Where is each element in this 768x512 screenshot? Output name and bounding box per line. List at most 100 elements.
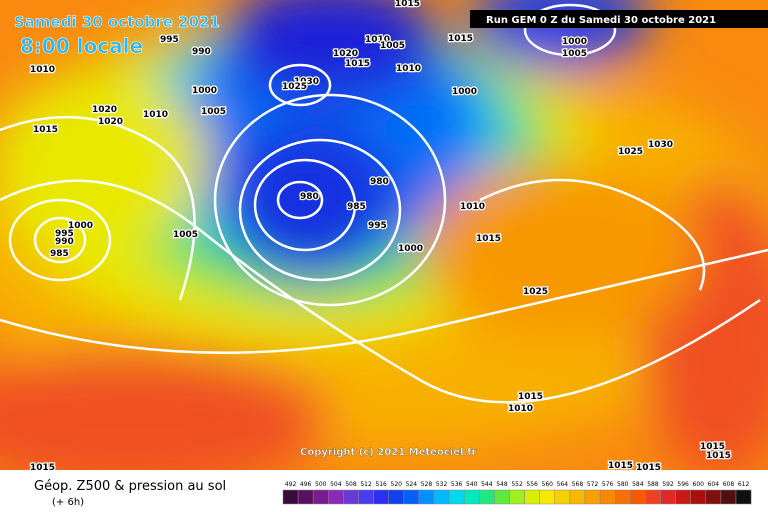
isobar-label: 1015 <box>608 461 633 471</box>
isobar-label: 1005 <box>380 41 405 51</box>
legend-swatch <box>539 489 556 505</box>
isobar-label: 1005 <box>201 107 226 117</box>
isobar-label: 1010 <box>460 202 485 212</box>
isobar-label: 1020 <box>92 105 117 115</box>
isobar-label: 990 <box>192 47 211 57</box>
legend-label: 588 <box>647 481 659 488</box>
isobar-label: 980 <box>300 192 319 202</box>
legend-label: 516 <box>375 481 387 488</box>
legend-label: 508 <box>345 481 357 488</box>
isobar-label: 1015 <box>395 0 420 9</box>
isobar-label: 1015 <box>518 392 543 402</box>
isobar-label: 980 <box>370 177 389 187</box>
isobar-label: 1025 <box>523 287 548 297</box>
isobar-label: 1030 <box>648 140 673 150</box>
copyright: Copyright (c) 2021 Meteociel.fr <box>300 447 477 458</box>
date-label: Samedi 30 octobre 2021 <box>14 13 220 31</box>
legend-label: 556 <box>526 481 538 488</box>
legend-swatch <box>388 489 405 505</box>
isobar-label: 995 <box>55 229 74 239</box>
legend-swatch <box>479 489 495 505</box>
legend-swatch <box>690 489 707 505</box>
legend-label: 604 <box>708 481 720 488</box>
isobar-label: 1010 <box>365 35 390 45</box>
isobar-label: 1015 <box>30 463 55 473</box>
legend-swatch <box>720 489 737 505</box>
legend-label: 572 <box>587 481 599 488</box>
isobar-label: 1025 <box>282 82 307 92</box>
legend-label: 560 <box>542 481 554 488</box>
legend-swatch <box>343 489 359 505</box>
isobar-label: 1020 <box>333 49 358 59</box>
isobar-label: 990 <box>55 237 74 247</box>
legend-label: 544 <box>481 481 493 488</box>
isobar-label: 1020 <box>98 117 123 127</box>
legend-label: 500 <box>315 481 327 488</box>
isobar-label: 1015 <box>706 451 731 461</box>
legend-label: 504 <box>330 481 342 488</box>
isobar-label: 1000 <box>68 221 93 231</box>
isobar-label: 985 <box>347 202 366 212</box>
isobar-label: 1030 <box>294 77 319 87</box>
isobar-label: 1015 <box>448 34 473 44</box>
legend-label: 520 <box>391 481 403 488</box>
legend-swatch <box>358 489 374 505</box>
footer-lead: (+ 6h) <box>52 497 84 508</box>
legend-label: 584 <box>632 481 644 488</box>
legend-label: 612 <box>738 481 750 488</box>
legend-swatch <box>297 489 314 505</box>
legend-label: 528 <box>421 481 433 488</box>
legend-swatch <box>569 489 586 505</box>
legend-swatch <box>614 489 631 505</box>
legend-label: 532 <box>436 481 448 488</box>
legend-swatch <box>630 489 646 505</box>
legend-swatch <box>705 489 722 505</box>
isobar-label: 1010 <box>30 65 55 75</box>
time-label: 8:00 locale <box>20 34 143 58</box>
isobar-label: 1010 <box>143 110 168 120</box>
legend-label: 496 <box>300 481 312 488</box>
legend-label: 536 <box>451 481 463 488</box>
legend-swatch <box>328 489 344 505</box>
legend-swatch <box>448 489 465 505</box>
legend-swatch <box>675 489 691 505</box>
legend-label: 600 <box>693 481 705 488</box>
legend-swatch <box>735 489 752 505</box>
legend-label: 524 <box>406 481 418 488</box>
legend-label: 548 <box>496 481 508 488</box>
legend-swatch <box>524 489 540 505</box>
isobar-label: 1015 <box>33 125 58 135</box>
legend-label: 608 <box>723 481 735 488</box>
run-label: Run GEM 0 Z du Samedi 30 octobre 2021 <box>486 15 716 26</box>
isobar-label: 1000 <box>192 86 217 96</box>
isobar-label: 1015 <box>636 463 661 473</box>
isobar-label: 1005 <box>173 230 198 240</box>
color-legend: 492 496 500 504 508 512 516 520 524 528 532 536 540 5… <box>282 481 752 505</box>
isobar-label: 1015 <box>476 234 501 244</box>
legend-swatch <box>494 489 510 505</box>
legend-swatch <box>645 489 661 505</box>
isobar-label: 995 <box>368 221 387 231</box>
isobar-label: 1000 <box>452 87 477 97</box>
legend-swatch <box>403 489 420 505</box>
legend-swatch <box>509 489 525 505</box>
legend-label: 568 <box>572 481 584 488</box>
legend-label: 592 <box>662 481 674 488</box>
isobar-label: 985 <box>50 249 69 259</box>
legend-swatch <box>418 489 435 505</box>
isobar-label: 1010 <box>508 404 533 414</box>
legend-label: 576 <box>602 481 614 488</box>
legend-label: 512 <box>360 481 372 488</box>
isobars <box>0 3 768 404</box>
legend-label: 540 <box>466 481 478 488</box>
legend-swatch <box>554 489 571 505</box>
legend-swatch <box>660 489 676 505</box>
isobar-label: 1010 <box>396 64 421 74</box>
map-field <box>0 0 768 470</box>
isobar-label: 1025 <box>618 147 643 157</box>
legend-swatch <box>463 489 480 505</box>
legend-swatch <box>282 489 299 505</box>
legend-label: 552 <box>511 481 523 488</box>
